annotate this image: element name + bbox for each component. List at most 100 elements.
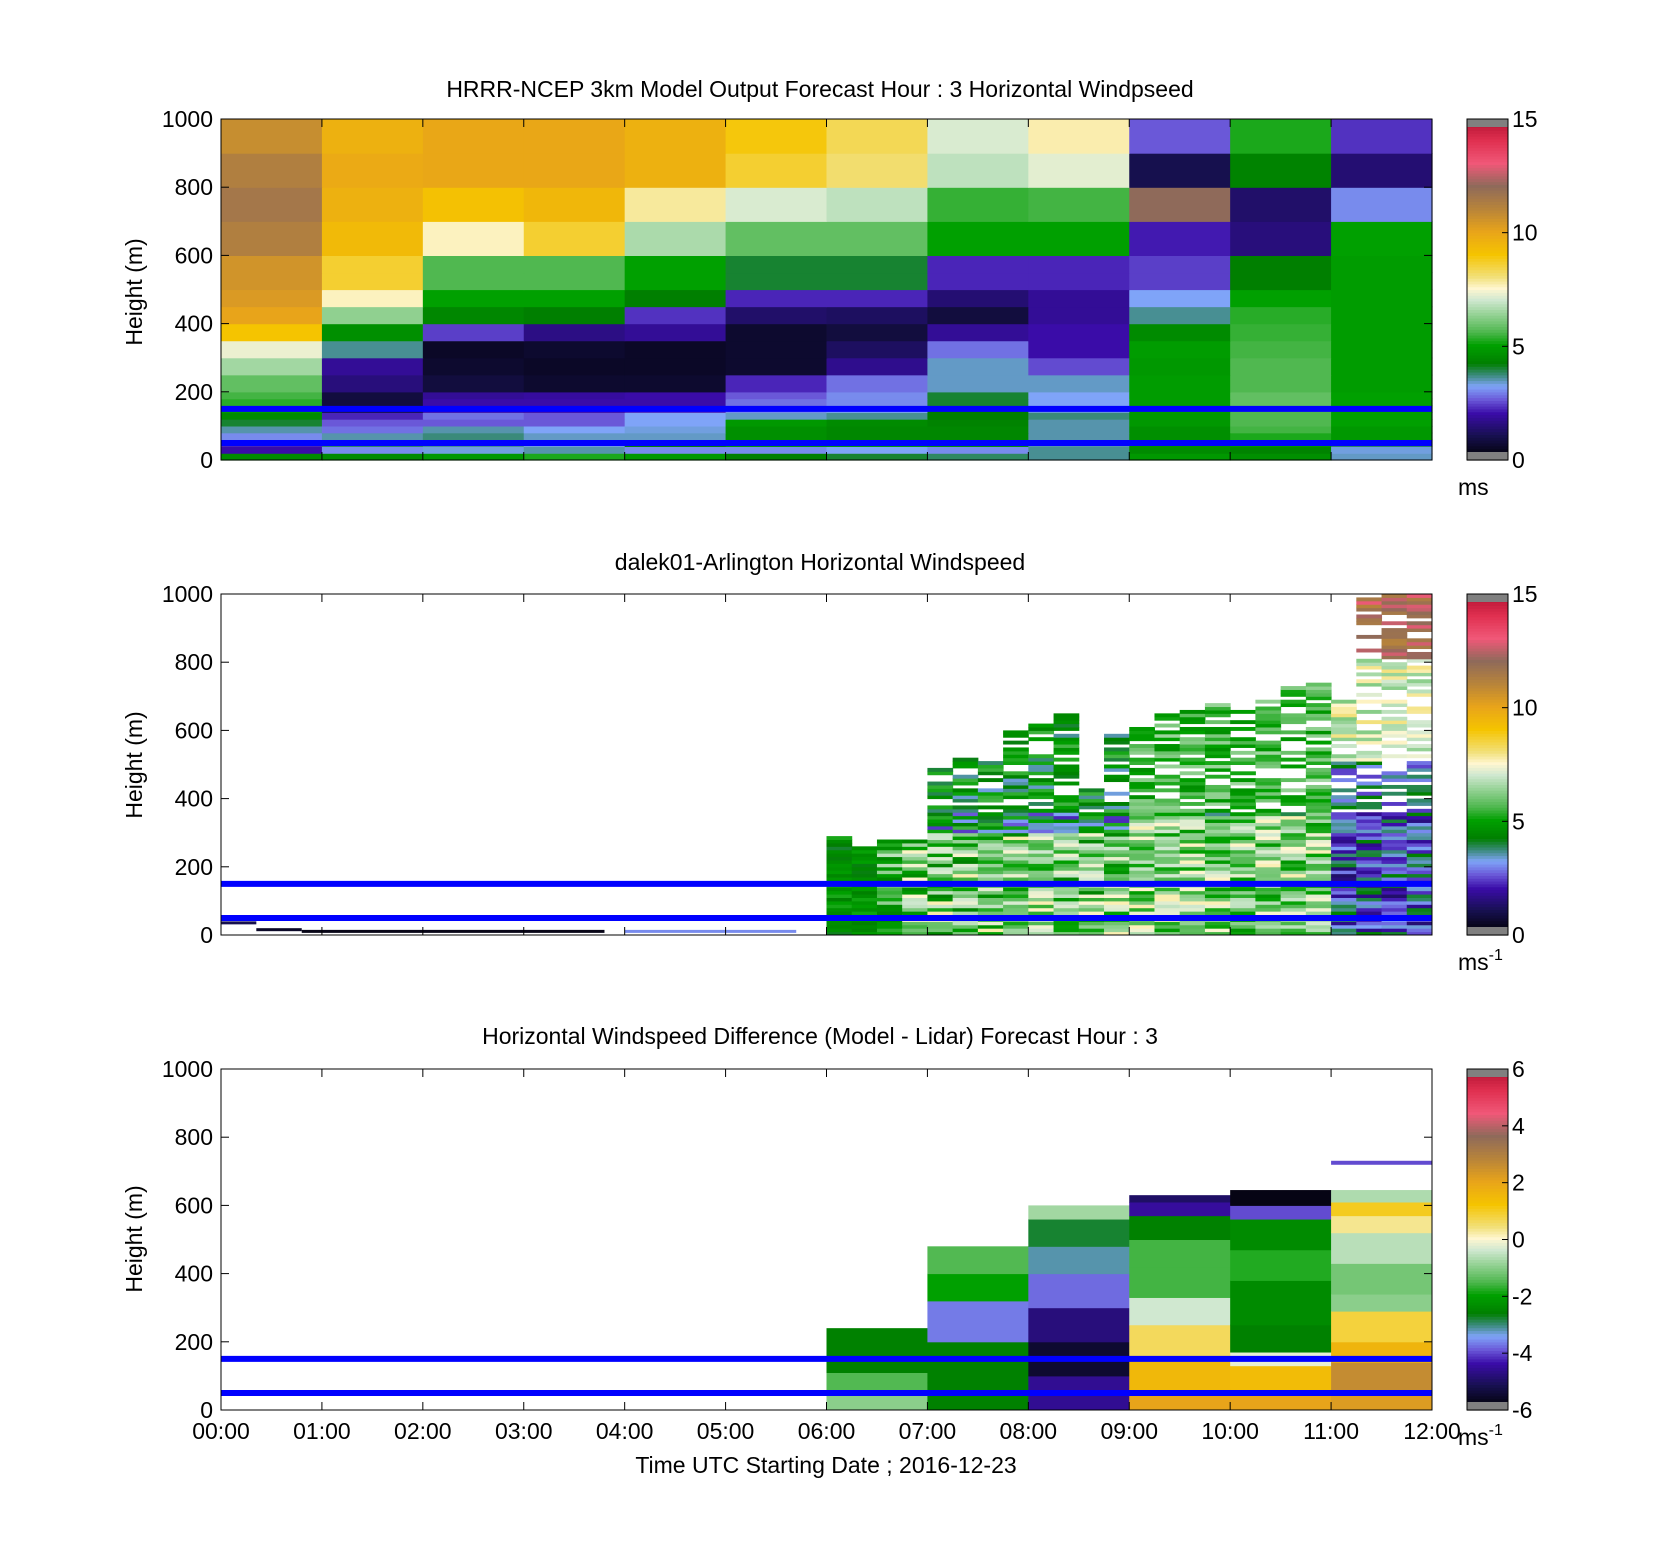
colorbar-swatch xyxy=(1467,807,1508,811)
heatmap-cell xyxy=(1331,805,1357,810)
heatmap-cell xyxy=(1406,774,1433,779)
colorbar-swatch xyxy=(1467,380,1508,384)
colorbar-swatch xyxy=(1467,1188,1508,1192)
heatmap-cell xyxy=(1129,859,1155,864)
heatmap-cell xyxy=(927,119,1029,154)
heatmap-cell xyxy=(1179,873,1206,878)
heatmap-cell xyxy=(952,853,979,858)
heatmap-cell xyxy=(977,839,1004,844)
heatmap-cell xyxy=(1331,221,1433,256)
heatmap-cell xyxy=(977,822,1004,827)
heatmap-cell xyxy=(1280,856,1307,861)
heatmap-cell xyxy=(1381,842,1408,847)
heatmap-cell xyxy=(1154,907,1181,912)
heatmap-cell xyxy=(1129,771,1155,776)
heatmap-cell xyxy=(1053,740,1080,745)
heatmap-cell xyxy=(851,856,878,861)
heatmap-cell xyxy=(1053,900,1080,905)
heatmap-cell xyxy=(1104,778,1130,783)
heatmap-cell xyxy=(1028,877,1055,881)
heatmap-cell xyxy=(1003,897,1029,902)
heatmap-cell xyxy=(977,767,1004,772)
heatmap-cell xyxy=(725,374,828,393)
heatmap-cell xyxy=(1204,791,1231,796)
heatmap-cell xyxy=(1331,778,1357,783)
heatmap-cell xyxy=(1406,904,1433,909)
heatmap-cell xyxy=(977,890,1004,895)
heatmap-cell xyxy=(1204,904,1231,909)
heatmap-cell xyxy=(927,819,954,823)
heatmap-cell xyxy=(1331,846,1357,851)
colorbar-swatch xyxy=(1467,849,1508,854)
heatmap-cell xyxy=(1003,733,1029,738)
panel-title: HRRR-NCEP 3km Model Output Forecast Hour… xyxy=(446,76,1193,102)
heatmap-cell xyxy=(1179,832,1206,837)
colorbar-swatch xyxy=(1467,920,1508,925)
heatmap-cell xyxy=(977,928,1004,933)
heatmap-cell xyxy=(1255,856,1282,861)
heatmap-cell xyxy=(876,931,903,936)
heatmap-cell xyxy=(1381,703,1408,708)
heatmap-cell xyxy=(725,187,828,222)
heatmap-cell xyxy=(1356,757,1383,762)
heatmap-cell xyxy=(1305,802,1332,806)
colorbar-swatch xyxy=(1467,133,1508,137)
heatmap-cell xyxy=(1255,754,1282,759)
heatmap-cell xyxy=(952,890,979,895)
colorbar-swatch xyxy=(1467,1202,1508,1206)
colorbar-swatch xyxy=(1467,878,1508,882)
heatmap-cell xyxy=(1129,894,1155,898)
heatmap-cell xyxy=(1255,808,1282,813)
heatmap-cell xyxy=(1154,822,1181,827)
heatmap-cell xyxy=(1381,733,1408,738)
y-tick-label: 200 xyxy=(175,854,213,880)
heatmap-cell xyxy=(1078,832,1105,837)
colorbar-swatch xyxy=(1467,258,1508,262)
heatmap-cell xyxy=(523,374,626,393)
colorbar-swatch xyxy=(1467,778,1508,783)
heatmap-cell xyxy=(826,255,929,274)
heatmap-cell xyxy=(1331,1232,1433,1264)
heatmap-cell xyxy=(1305,689,1332,694)
heatmap-cell xyxy=(624,419,727,427)
heatmap-cell xyxy=(1129,928,1155,933)
colorbar-swatch xyxy=(1467,445,1508,450)
colorbar-swatch xyxy=(1467,417,1508,421)
heatmap-cell xyxy=(927,832,954,837)
colorbar-swatch xyxy=(1467,1353,1508,1357)
colorbar-tick-label: 5 xyxy=(1512,333,1525,359)
heatmap-cell xyxy=(1280,825,1307,830)
colorbar-swatch xyxy=(1467,1120,1508,1124)
heatmap-cell xyxy=(1356,907,1383,912)
colorbar-swatch xyxy=(1467,1171,1508,1175)
heatmap-cell xyxy=(1129,778,1155,783)
heatmap-cell xyxy=(1129,425,1231,434)
heatmap-cell xyxy=(952,863,979,868)
colorbar-swatch xyxy=(1467,1151,1508,1155)
colorbar-swatch xyxy=(1467,204,1508,208)
heatmap-cell xyxy=(927,805,954,810)
heatmap-cell xyxy=(1230,877,1256,881)
colorbar-swatch xyxy=(1467,138,1508,143)
heatmap-cell xyxy=(1204,726,1231,731)
heatmap-cell xyxy=(1179,815,1206,820)
heatmap-cell xyxy=(1053,767,1080,772)
heatmap-cell xyxy=(826,859,853,864)
heatmap-cell xyxy=(1204,839,1231,844)
heatmap-cell xyxy=(1104,846,1130,851)
colorbar-swatch xyxy=(1467,1199,1508,1204)
heatmap-cell xyxy=(1305,757,1332,762)
heatmap-cell xyxy=(927,897,954,902)
heatmap-cell xyxy=(1331,1311,1433,1343)
x-tick-label: 06:00 xyxy=(798,1418,856,1444)
heatmap-cell xyxy=(826,153,929,188)
heatmap-cell xyxy=(826,836,853,841)
x-tick-label: 04:00 xyxy=(596,1418,654,1444)
heatmap-cell xyxy=(876,877,903,881)
heatmap-cell xyxy=(1129,1195,1231,1203)
heatmap-cell xyxy=(725,289,828,308)
heatmap-cell xyxy=(1204,887,1231,892)
colorbar-swatch xyxy=(1467,306,1508,310)
colorbar-swatch xyxy=(1467,1216,1508,1221)
